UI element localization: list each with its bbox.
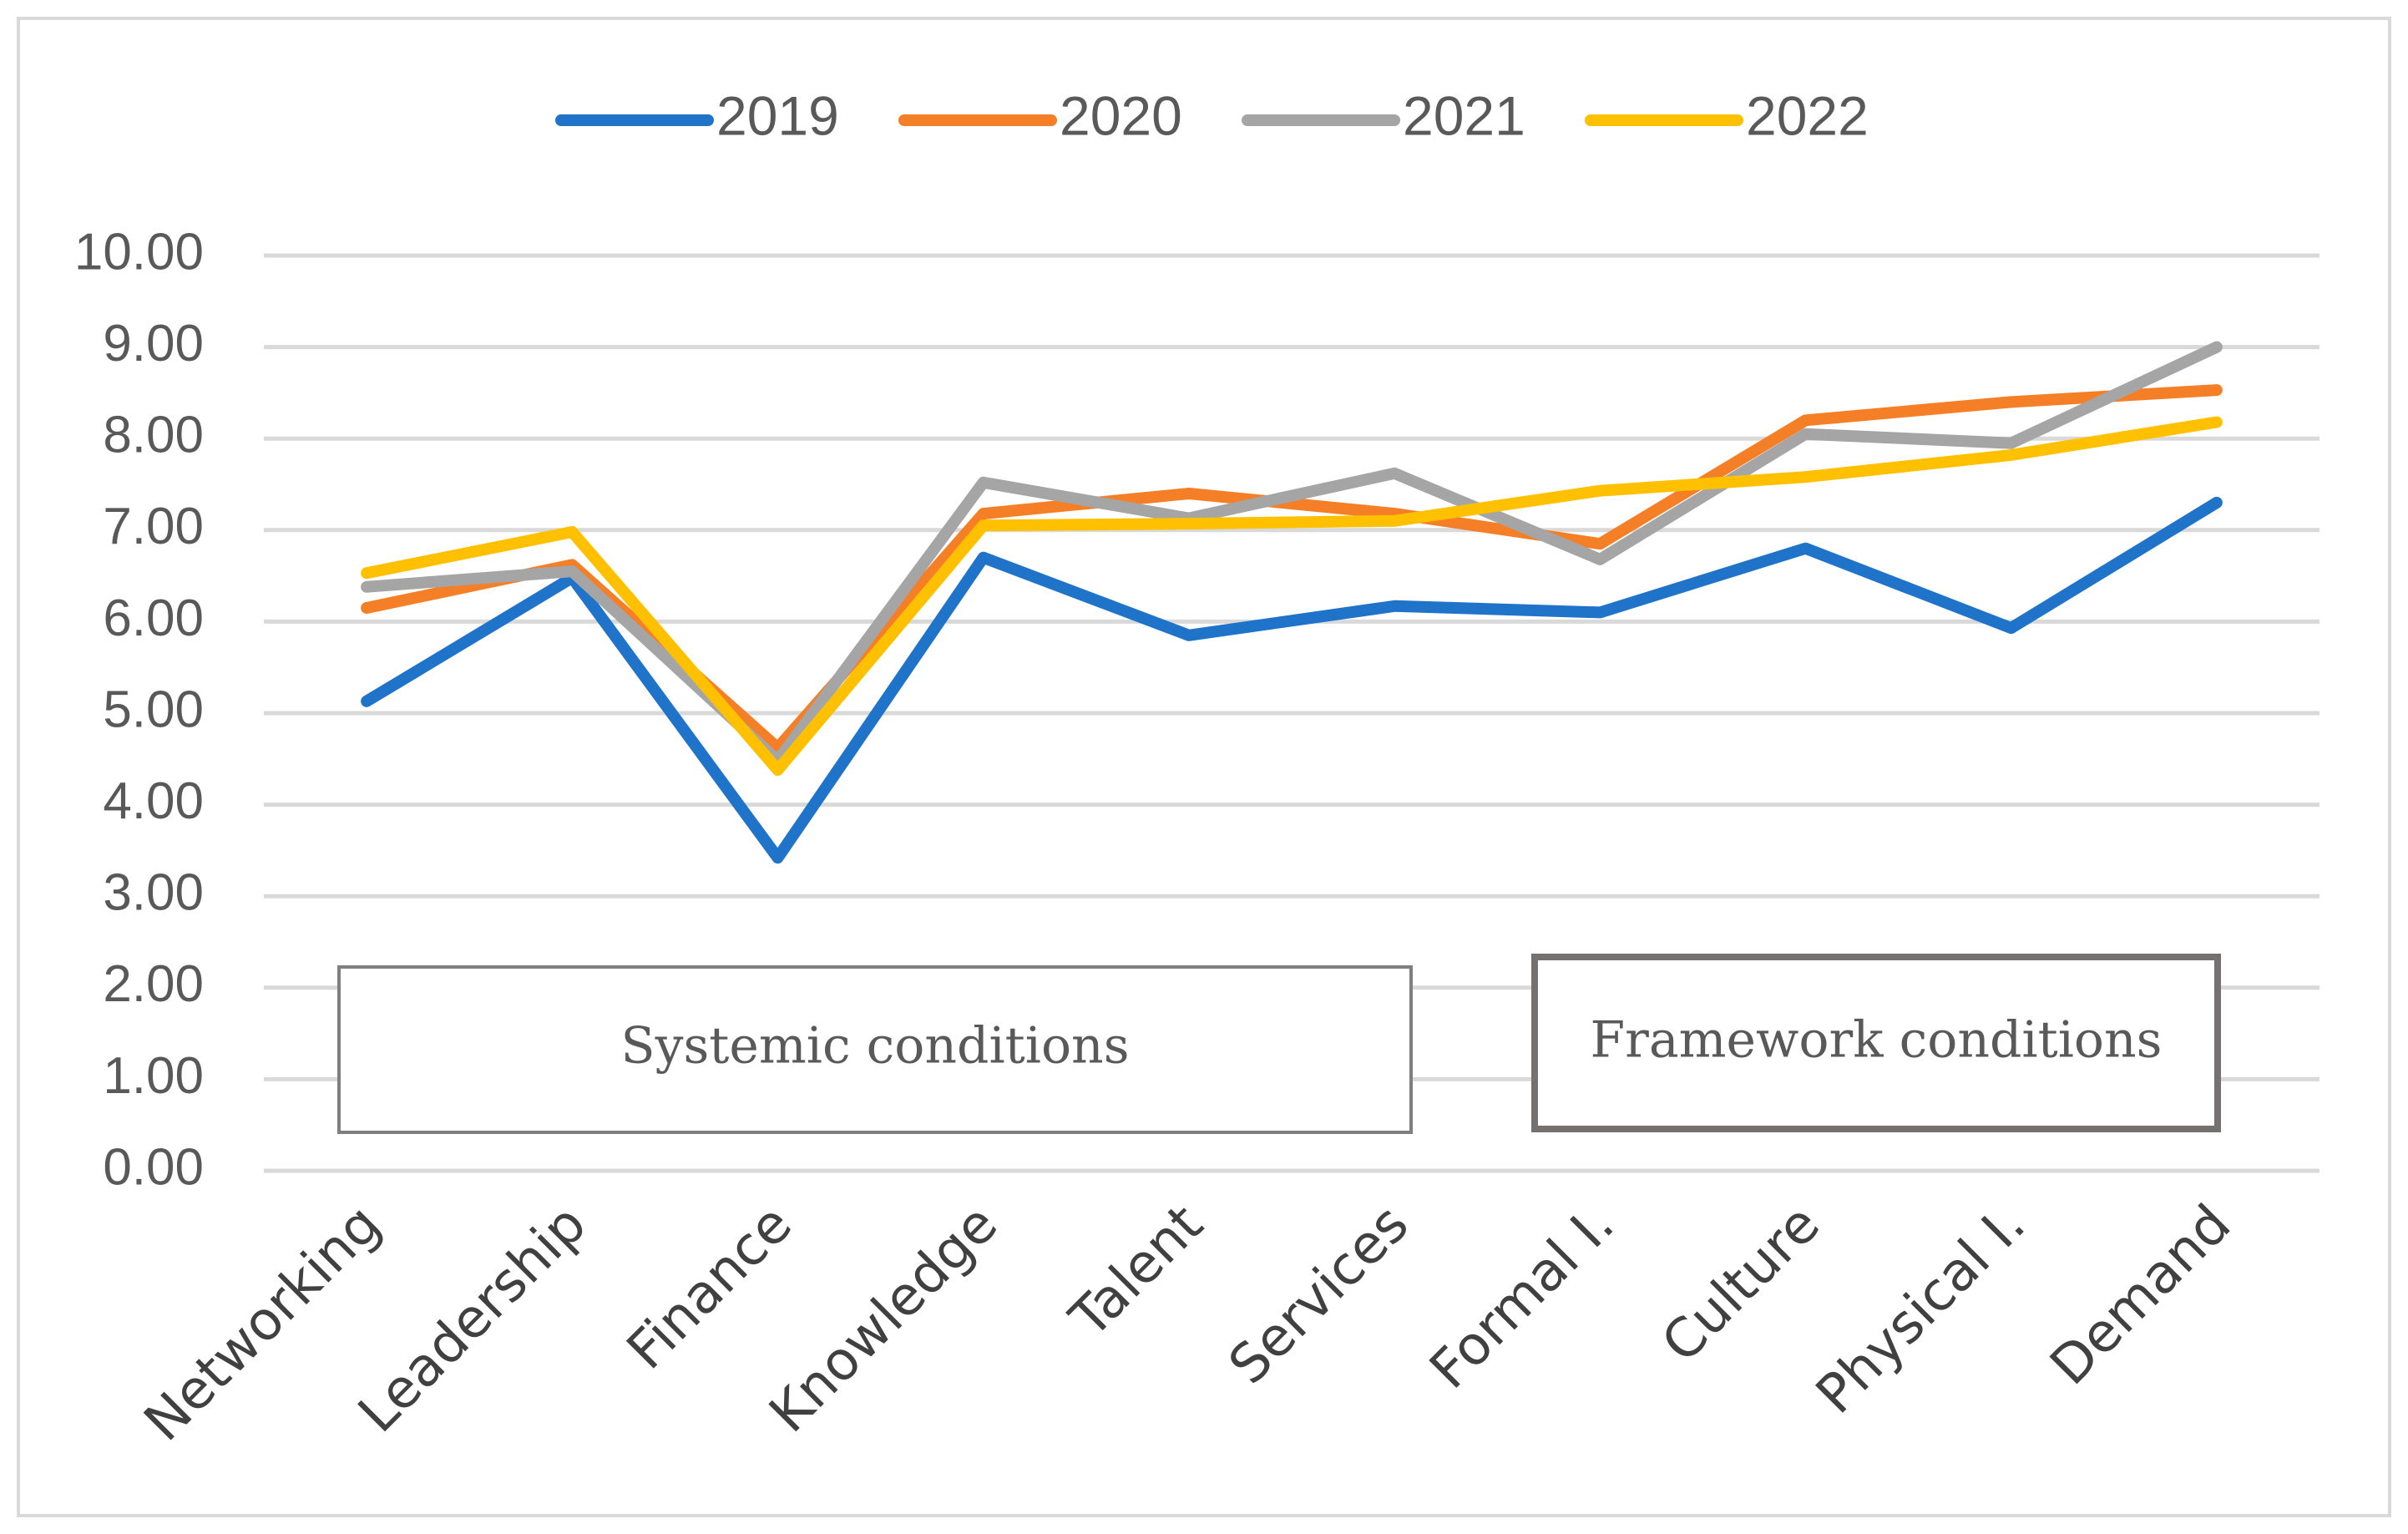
legend-label-2022: 2022	[1746, 84, 1869, 146]
y-tick-label: 8.00	[103, 407, 204, 464]
y-tick-label: 1.00	[103, 1047, 204, 1105]
y-tick-label: 5.00	[103, 681, 204, 738]
legend-label-2020: 2020	[1060, 84, 1182, 146]
y-tick-label: 2.00	[103, 955, 204, 1013]
systemic-conditions-box	[337, 965, 1413, 1134]
y-tick-label: 10.00	[74, 223, 204, 281]
legend-label-2021: 2021	[1403, 84, 1525, 146]
framework-conditions-label: Framework conditions	[1591, 1011, 2163, 1070]
framework-conditions-box	[1531, 954, 2221, 1132]
legend-label-2019: 2019	[716, 84, 839, 146]
y-tick-label: 3.00	[103, 864, 204, 922]
y-tick-label: 9.00	[103, 315, 204, 372]
series-line-2022	[361, 416, 2223, 776]
y-axis-ticks: 0.00 1.00 2.00 3.00 4.00 5.00 6.00 7.00 8.00 9.00…	[74, 223, 204, 1196]
y-tick-label: 4.00	[103, 772, 204, 830]
y-tick-label: 6.00	[103, 590, 204, 647]
y-tick-label: 7.00	[103, 498, 204, 555]
legend: 2019 2020 2021 2022	[555, 84, 1869, 146]
systemic-conditions-label: Systemic conditions	[621, 1017, 1130, 1076]
y-tick-label: 0.00	[103, 1138, 204, 1196]
series-lines	[361, 341, 2223, 864]
chart-frame	[17, 17, 2391, 1517]
series-line-2019	[361, 496, 2223, 864]
series-line-2021	[361, 341, 2223, 767]
annotations: Systemic conditions Framework conditions	[337, 954, 2221, 1134]
